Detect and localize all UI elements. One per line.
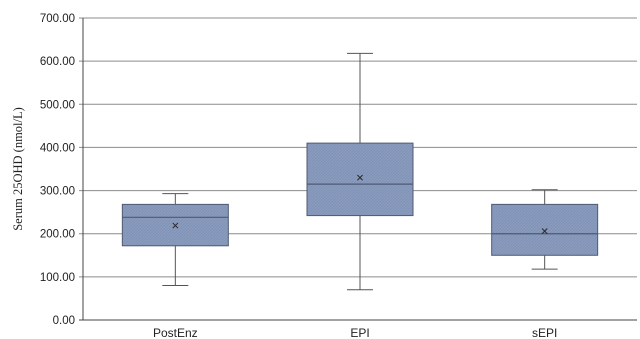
mean-marker — [541, 228, 548, 235]
y-tick-label: 300.00 — [40, 186, 75, 198]
x-category-label: PostEnz — [153, 326, 198, 339]
y-axis-title: Serum 25OHD (nmol/L) — [11, 107, 25, 231]
y-tick-label: 200.00 — [40, 229, 75, 241]
y-tick-label: 100.00 — [40, 272, 75, 284]
y-tick-label: 400.00 — [40, 142, 75, 154]
y-tick-label: 600.00 — [40, 56, 75, 68]
box-postenz — [121, 193, 229, 286]
box-epi — [306, 52, 414, 291]
x-category-label: sEPI — [532, 326, 557, 339]
y-tick-label: 500.00 — [40, 99, 75, 111]
y-tick-label: 0.00 — [53, 315, 75, 327]
y-axis-ticks: 0.00 100.00 200.00 300.00 400.00 500.00 600.00… — [40, 13, 75, 327]
mean-marker — [357, 174, 363, 181]
y-tick-label: 700.00 — [40, 13, 75, 25]
x-axis-categories: PostEnz EPI sEPI — [153, 326, 557, 339]
box-sepi — [491, 189, 599, 270]
iqr-box — [491, 203, 599, 256]
x-category-label: EPI — [350, 326, 369, 339]
iqr-box — [306, 142, 414, 217]
boxes — [121, 52, 599, 291]
mean-marker — [172, 222, 179, 229]
